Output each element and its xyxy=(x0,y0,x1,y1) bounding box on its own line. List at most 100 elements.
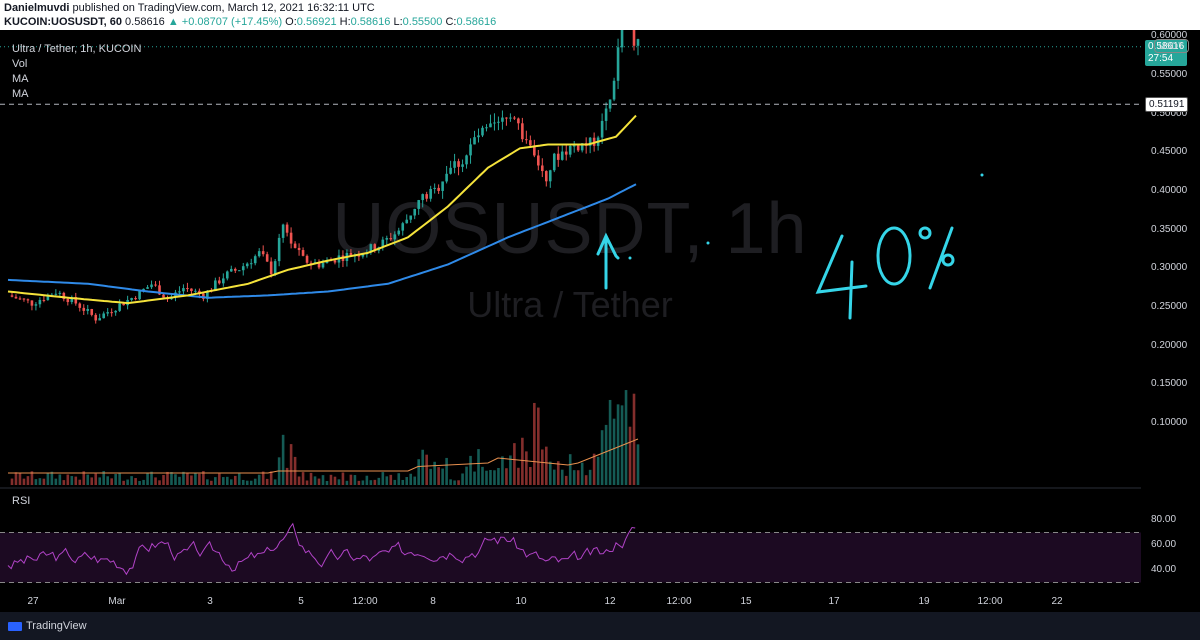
candle-body xyxy=(421,194,424,201)
publish-line: Danielmuvdi published on TradingView.com… xyxy=(4,2,375,14)
candle-body xyxy=(158,285,161,295)
candle-body xyxy=(98,318,102,321)
low-value: 0.55500 xyxy=(402,16,443,28)
moving-averages xyxy=(7,114,637,305)
volume-bar xyxy=(588,469,592,485)
volume-bar xyxy=(265,478,269,485)
legend-title[interactable]: Ultra / Tether, 1h, KUCOIN xyxy=(12,43,142,55)
volume-ma-line xyxy=(8,438,639,474)
price-chart[interactable] xyxy=(0,30,1141,592)
candle-body xyxy=(277,237,281,262)
volume-bar xyxy=(441,468,444,485)
rsi-legend[interactable]: RSI xyxy=(12,495,31,507)
volume-bar xyxy=(317,478,321,485)
candle-body xyxy=(222,278,225,284)
candle-body xyxy=(493,122,496,124)
candle-body xyxy=(146,287,149,289)
candle-body xyxy=(437,187,440,191)
volume-bar xyxy=(34,479,38,485)
candle-body xyxy=(261,251,265,255)
legend-ma-2[interactable]: MA xyxy=(12,88,29,100)
candle-body xyxy=(269,261,273,275)
candle-body xyxy=(620,30,624,48)
volume-bar xyxy=(313,476,317,485)
volume-bar xyxy=(537,407,540,485)
volume-bar xyxy=(226,476,229,485)
volume-bar xyxy=(10,478,14,485)
author-name[interactable]: Danielmuvdi xyxy=(4,2,70,14)
volume-bar xyxy=(509,455,512,485)
time-tick: Mar xyxy=(108,596,126,607)
volume-bar xyxy=(592,453,596,485)
candle-body xyxy=(257,251,261,257)
candle-body xyxy=(46,295,50,301)
volume-bar xyxy=(98,477,102,485)
volume-bar xyxy=(369,480,373,485)
volume-bar xyxy=(608,399,612,485)
volume-bar xyxy=(162,474,165,485)
candle-body xyxy=(297,247,301,251)
candle-body xyxy=(513,117,516,119)
volume-bar xyxy=(568,454,572,485)
candle-body xyxy=(369,244,373,253)
legend-vol[interactable]: Vol xyxy=(12,58,28,70)
volume-bar xyxy=(229,479,233,485)
volume-bar xyxy=(413,476,417,485)
candle-body xyxy=(529,140,532,146)
volume-bar xyxy=(357,480,361,485)
volume-bar xyxy=(198,473,201,485)
volume-bar xyxy=(345,480,349,485)
currency-button[interactable]: USDT xyxy=(1154,39,1189,53)
candle-body xyxy=(190,288,193,292)
volume-bar xyxy=(525,451,528,485)
candle-body xyxy=(501,117,504,122)
open-label: O: xyxy=(285,16,297,28)
price-axis[interactable]: 0.750000.700000.650000.600000.550000.500… xyxy=(1141,0,1200,590)
time-axis[interactable]: 27 Mar 3 5 12:00 8 10 12 12:00 15 17 19 12:00 22 xyxy=(0,592,1141,612)
volume-bar xyxy=(389,474,393,485)
dot-marker xyxy=(628,256,632,260)
current-price-value: 0.58616 xyxy=(1148,40,1185,52)
volume-bar xyxy=(134,478,137,485)
volume-bar xyxy=(154,477,157,485)
volume-bar xyxy=(564,475,568,485)
volume-bar xyxy=(158,480,161,485)
volume-bar xyxy=(62,480,66,485)
volume-bar xyxy=(457,480,460,485)
candle-body xyxy=(393,234,397,240)
volume-bar xyxy=(285,467,289,485)
candle-body xyxy=(134,297,137,300)
candle-body xyxy=(425,194,428,199)
candle-body xyxy=(612,80,616,100)
volume-bar xyxy=(222,477,225,485)
volume-bar xyxy=(130,476,133,485)
volume-bar xyxy=(393,479,397,485)
candle-body xyxy=(429,188,432,199)
low-label: L: xyxy=(393,16,403,28)
candle-body xyxy=(265,254,269,262)
candle-body xyxy=(441,181,444,191)
volume-bar xyxy=(409,473,413,485)
tradingview-logo[interactable]: TradingView xyxy=(8,620,87,632)
legend-ma-1[interactable]: MA xyxy=(12,73,29,85)
candle-body xyxy=(361,254,365,257)
candle-body xyxy=(162,294,165,298)
volume-bar xyxy=(580,462,584,485)
candle-body xyxy=(86,309,90,311)
candle-body xyxy=(34,304,38,306)
volume-bar xyxy=(78,479,82,485)
candle-body xyxy=(237,270,241,272)
price-tick: 0.30000 xyxy=(1151,262,1188,274)
candle-body xyxy=(10,295,14,297)
rsi-tick: 40.00 xyxy=(1151,564,1177,575)
volume-bar xyxy=(373,479,377,485)
volume-bar xyxy=(513,443,516,485)
candle-body xyxy=(106,312,109,314)
volume-bar xyxy=(269,471,273,485)
candle-body xyxy=(245,263,249,267)
volume-bar xyxy=(118,472,121,485)
candle-body xyxy=(401,223,405,231)
volume-bar xyxy=(301,472,305,485)
candle-body xyxy=(457,161,460,167)
volume-bar xyxy=(529,467,532,485)
